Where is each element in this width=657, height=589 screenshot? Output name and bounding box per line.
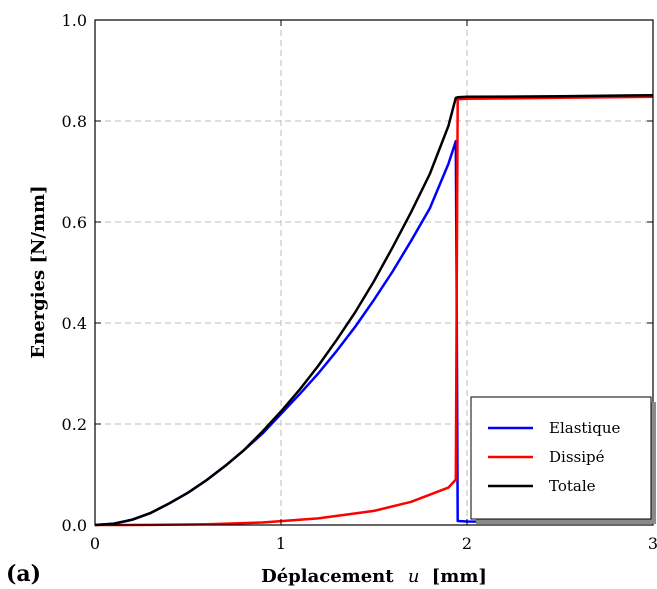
panel-label: (a) [6,561,41,587]
plot-frame [94,19,654,526]
series-lines [94,93,654,527]
y-tick-label: 1.0 [62,11,87,30]
x-tick-label: 0 [90,534,100,553]
y-tick-label: 0.4 [62,314,87,333]
tick-labels: 0 1 2 3 0.0 0.2 0.4 0.6 0.8 1.0 [62,11,657,553]
y-axis-label: Energies [N/mm] [28,185,49,358]
x-axis-label-prefix: Déplacement [261,566,394,587]
y-tick-label: 0.2 [62,415,87,434]
y-tick-label: 0.6 [62,213,87,232]
x-tick-label: 3 [648,534,657,553]
legend[interactable]: Elastique Dissipé Totale [470,396,656,524]
x-axis-label-unit: [mm] [432,566,487,587]
ticks [94,19,654,526]
legend-label-dissipe: Dissipé [549,448,605,466]
x-axis-label: Déplacement u [mm] [261,566,487,587]
legend-label-elastique: Elastique [549,419,620,437]
x-tick-label: 1 [276,534,286,553]
y-tick-label: 0.8 [62,112,87,131]
series-line-dissip- [94,95,654,527]
series-line-totale [94,93,654,527]
x-axis-label-var: u [408,566,420,587]
y-tick-label: 0.0 [62,516,87,535]
legend-label-totale: Totale [549,477,596,495]
x-tick-label: 2 [462,534,472,553]
